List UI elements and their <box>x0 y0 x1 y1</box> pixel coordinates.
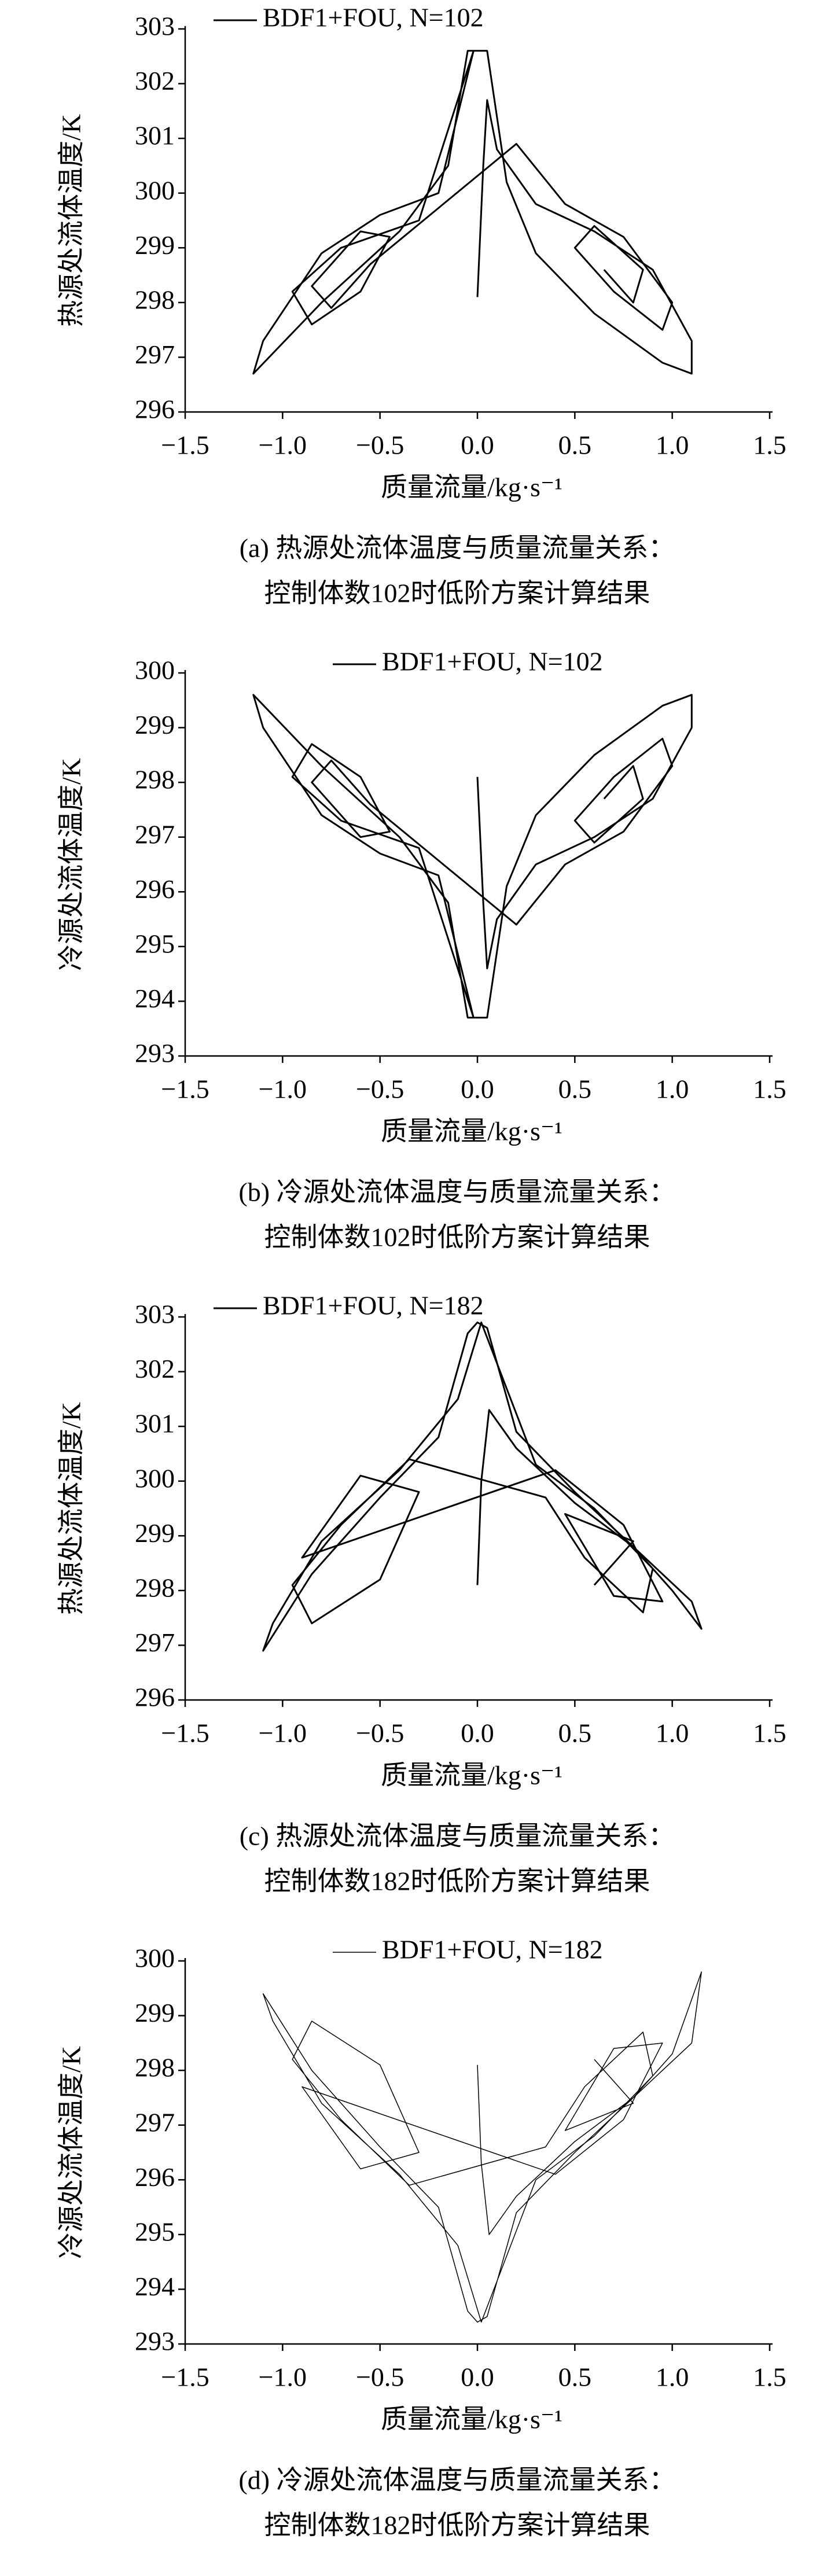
x-tick-label: 1.5 <box>753 430 786 460</box>
x-tick-label: −0.5 <box>356 2362 404 2392</box>
legend-label: BDF1+FOU, N=182 <box>382 1935 603 1964</box>
x-tick-label: −0.5 <box>356 430 404 460</box>
legend-label: BDF1+FOU, N=102 <box>263 3 484 32</box>
y-tick-label: 296 <box>135 874 175 904</box>
y-tick-label: 298 <box>135 1573 175 1602</box>
y-axis-label: 热源处流体温度/K <box>57 114 86 327</box>
y-tick-label: 295 <box>135 2217 175 2246</box>
chart-panel: 293 294 295 296 297 298 299 300 −1.5 −1.0 −0.5 0.0 0… <box>57 647 786 1252</box>
y-tick-label: 300 <box>135 175 175 205</box>
chart-panel: 296 297 298 299 300 301 302 303 −1.5 −1.0 −0.5 0.0 0… <box>57 1291 786 1896</box>
x-tick-label: −1.5 <box>161 1074 209 1104</box>
data-line <box>252 50 693 375</box>
y-tick-label: 299 <box>135 1518 175 1548</box>
caption: 控制体数102时低阶方案计算结果 <box>264 579 650 608</box>
caption: (d) 冷源处流体温度与质量流量关系： <box>238 2465 675 2495</box>
x-tick-label: 1.0 <box>656 2362 689 2392</box>
x-tick-label: 0.5 <box>558 430 592 460</box>
x-tick-label: 1.0 <box>656 430 689 460</box>
y-tick-label: 303 <box>135 1300 175 1329</box>
x-axis-label: 质量流量/kg·s⁻¹ <box>381 473 562 502</box>
caption: (b) 冷源处流体温度与质量流量关系： <box>238 1177 675 1207</box>
x-tick-label: 0.0 <box>461 2362 494 2392</box>
y-tick-label: 298 <box>135 285 175 314</box>
x-tick-label: −0.5 <box>356 1718 404 1748</box>
y-axis-label: 冷源处流体温度/K <box>57 2046 86 2259</box>
y-tick-label: 300 <box>135 1463 175 1493</box>
caption: 控制体数182时低阶方案计算结果 <box>264 2511 650 2540</box>
y-tick-label: 300 <box>135 1944 175 1973</box>
y-tick-label: 293 <box>135 2327 175 2356</box>
y-tick-label: 302 <box>135 66 175 95</box>
caption: (c) 热源处流体温度与质量流量关系： <box>240 1821 675 1851</box>
y-tick-label: 297 <box>135 819 175 849</box>
x-axis-label: 质量流量/kg·s⁻¹ <box>381 1117 562 1146</box>
y-tick-label: 294 <box>135 2272 175 2301</box>
x-tick-label: 1.5 <box>753 1074 786 1104</box>
y-tick-label: 301 <box>135 121 175 150</box>
y-tick-label: 297 <box>135 2107 175 2137</box>
legend-label: BDF1+FOU, N=182 <box>263 1291 484 1320</box>
x-tick-label: −1.0 <box>259 430 307 460</box>
y-tick-label: 293 <box>135 1039 175 1068</box>
y-tick-label: 300 <box>135 656 175 685</box>
y-tick-label: 299 <box>135 710 175 739</box>
x-tick-label: 1.0 <box>656 1074 689 1104</box>
y-tick-label: 299 <box>135 1998 175 2027</box>
x-tick-label: 1.5 <box>753 2362 786 2392</box>
x-tick-label: −1.5 <box>161 1718 209 1748</box>
chart-panel: 296 297 298 299 300 301 302 303 −1.5 −1.0 −0.5 0.0 0… <box>57 3 786 608</box>
x-tick-label: 1.5 <box>753 1718 786 1748</box>
x-tick-label: −1.5 <box>161 430 209 460</box>
y-axis-label: 热源处流体温度/K <box>57 1402 86 1615</box>
x-tick-label: 0.5 <box>558 1718 592 1748</box>
y-tick-label: 295 <box>135 929 175 958</box>
x-tick-label: 0.0 <box>461 1718 494 1748</box>
x-tick-label: −1.0 <box>259 1074 307 1104</box>
legend-label: BDF1+FOU, N=102 <box>382 647 603 676</box>
y-tick-label: 298 <box>135 765 175 794</box>
x-tick-label: −1.0 <box>259 1718 307 1748</box>
data-line <box>262 1322 703 1652</box>
x-tick-label: 0.5 <box>558 1074 592 1104</box>
y-tick-label: 296 <box>135 2162 175 2192</box>
caption: 控制体数182时低阶方案计算结果 <box>264 1867 650 1896</box>
y-tick-label: 297 <box>135 1628 175 1657</box>
y-tick-label: 294 <box>135 984 175 1013</box>
data-line <box>252 694 693 1019</box>
y-tick-label: 297 <box>135 340 175 369</box>
x-tick-label: −0.5 <box>356 1074 404 1104</box>
caption: (a) 热源处流体温度与质量流量关系： <box>240 533 675 563</box>
y-tick-label: 296 <box>135 395 175 424</box>
data-line <box>262 1971 702 2323</box>
x-tick-label: 0.0 <box>461 430 494 460</box>
y-tick-label: 302 <box>135 1354 175 1383</box>
x-axis-label: 质量流量/kg·s⁻¹ <box>381 1761 562 1790</box>
caption: 控制体数102时低阶方案计算结果 <box>264 1223 650 1252</box>
y-tick-label: 298 <box>135 2053 175 2082</box>
x-tick-label: 0.5 <box>558 2362 592 2392</box>
x-axis-label: 质量流量/kg·s⁻¹ <box>381 2405 562 2434</box>
y-tick-label: 296 <box>135 1683 175 1712</box>
y-axis-label: 冷源处流体温度/K <box>57 758 86 971</box>
x-tick-label: 0.0 <box>461 1074 494 1104</box>
x-tick-label: −1.0 <box>259 2362 307 2392</box>
y-tick-label: 299 <box>135 230 175 260</box>
x-tick-label: 1.0 <box>656 1718 689 1748</box>
chart-panel: 293 294 295 296 297 298 299 300 −1.5 −1.0 −0.5 0.0 0… <box>57 1935 786 2540</box>
x-tick-label: −1.5 <box>161 2362 209 2392</box>
y-tick-label: 301 <box>135 1409 175 1438</box>
y-tick-label: 303 <box>135 12 175 41</box>
